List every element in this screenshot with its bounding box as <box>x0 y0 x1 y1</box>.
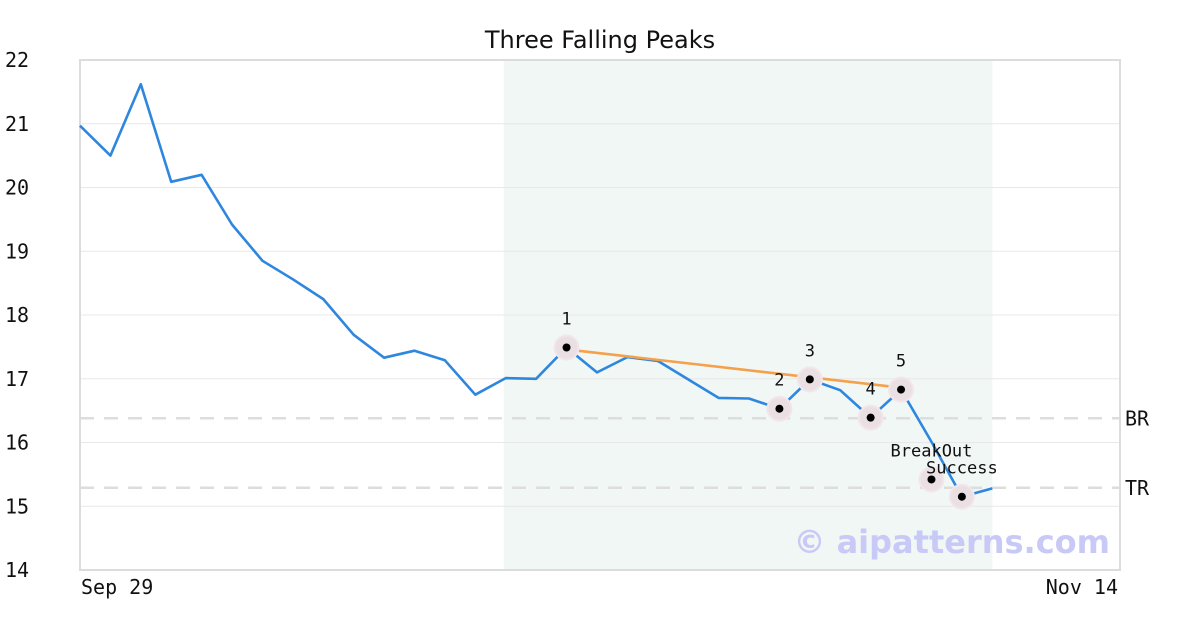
pattern-point-label: 2 <box>774 371 784 391</box>
reference-line-label: BR <box>1125 406 1150 430</box>
y-tick-label: 20 <box>5 176 29 200</box>
peaks-trendline <box>566 348 902 389</box>
y-tick-label: 14 <box>5 558 29 582</box>
y-tick-label: 17 <box>5 367 29 391</box>
pattern-point-label: 1 <box>561 310 571 330</box>
pattern-point-label: 3 <box>805 341 815 361</box>
pattern-point <box>866 413 875 422</box>
reference-line-label: TR <box>1125 476 1150 500</box>
price-line <box>79 82 993 499</box>
pattern-point <box>927 475 936 484</box>
watermark: © aipatterns.com <box>793 523 1110 561</box>
y-tick-label: 22 <box>5 48 29 72</box>
pattern-point-label: 5 <box>896 352 906 372</box>
pattern-point <box>897 385 906 394</box>
pattern-point <box>957 492 966 501</box>
y-tick-label: 15 <box>5 494 29 518</box>
pattern-point-label: BreakOut <box>891 441 973 461</box>
pattern-point-label: Success <box>926 459 998 479</box>
y-tick-label: 21 <box>5 112 29 136</box>
plot-frame <box>79 59 1121 571</box>
pattern-point-label: 4 <box>866 380 876 400</box>
x-tick-label: Nov 14 <box>1046 575 1118 599</box>
y-tick-label: 18 <box>5 303 29 327</box>
x-tick-label: Sep 29 <box>81 575 153 599</box>
pattern-point <box>562 343 571 352</box>
y-tick-label: 19 <box>5 239 29 263</box>
chart-title: Three Falling Peaks <box>484 26 715 54</box>
y-tick-label: 16 <box>5 431 29 455</box>
pattern-point <box>805 375 814 384</box>
pattern-point <box>775 404 784 413</box>
